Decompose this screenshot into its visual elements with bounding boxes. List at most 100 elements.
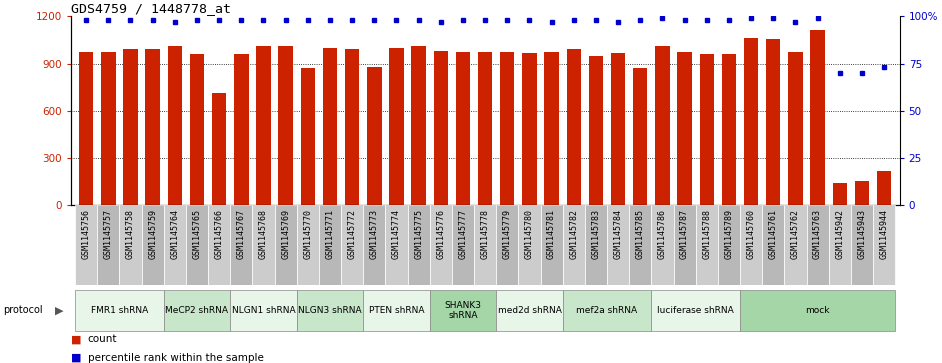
Bar [279,46,293,205]
Bar [452,205,474,285]
Text: NLGN3 shRNA: NLGN3 shRNA [299,306,362,315]
Bar [430,290,496,331]
Bar [788,52,803,205]
Text: GSM1145772: GSM1145772 [348,209,357,259]
Text: NLGN1 shRNA: NLGN1 shRNA [232,306,295,315]
Text: GSM1145759: GSM1145759 [148,209,157,259]
Text: GSM1145770: GSM1145770 [303,209,313,259]
Bar [677,52,691,205]
Text: GSM1145767: GSM1145767 [236,209,246,259]
Bar [740,290,895,331]
Text: luciferase shRNA: luciferase shRNA [658,306,734,315]
Text: GSM1145784: GSM1145784 [613,209,623,259]
Bar [101,52,116,205]
Text: GSM1145774: GSM1145774 [392,209,401,259]
Bar [496,290,562,331]
Text: GSM1145787: GSM1145787 [680,209,690,259]
Text: GSM1145780: GSM1145780 [525,209,534,259]
Bar [274,205,297,285]
Text: GSM1145776: GSM1145776 [436,209,446,259]
Bar [168,46,182,205]
Text: MeCP2 shRNA: MeCP2 shRNA [166,306,229,315]
Bar [297,290,364,331]
Bar [700,54,714,205]
Bar [589,56,603,205]
Bar [75,290,164,331]
Text: SHANK3
shRNA: SHANK3 shRNA [445,301,481,320]
Text: GSM1145779: GSM1145779 [503,209,512,259]
Bar [522,53,537,205]
Bar [877,171,891,205]
Bar [297,205,319,285]
Bar [607,205,629,285]
Bar [385,205,408,285]
Bar [474,205,496,285]
Text: GSM1145782: GSM1145782 [569,209,578,259]
Text: mock: mock [805,306,830,315]
Bar [722,54,736,205]
Bar [235,54,249,205]
Bar [851,205,873,285]
Bar [785,205,806,285]
Bar [412,46,426,205]
Bar [367,67,382,205]
Bar [430,205,452,285]
Text: GSM1145773: GSM1145773 [370,209,379,259]
Bar [256,46,270,205]
Text: PTEN shRNA: PTEN shRNA [368,306,424,315]
Bar [364,205,385,285]
Bar [496,205,518,285]
Bar [873,205,895,285]
Bar [230,290,297,331]
Bar [585,205,607,285]
Text: count: count [88,334,117,344]
Text: GSM1145789: GSM1145789 [724,209,734,259]
Bar [456,52,470,205]
Bar [833,183,847,205]
Text: GSM1145769: GSM1145769 [281,209,290,259]
Text: GSM1145786: GSM1145786 [658,209,667,259]
Bar [79,52,93,205]
Text: med2d shRNA: med2d shRNA [497,306,561,315]
Text: GSM1145765: GSM1145765 [192,209,202,259]
Bar [500,52,514,205]
Bar [300,68,315,205]
Bar [674,205,696,285]
Text: GSM1145760: GSM1145760 [747,209,755,259]
Text: GSM1145763: GSM1145763 [813,209,822,259]
Bar [230,205,252,285]
Bar [766,39,781,205]
Bar [120,205,141,285]
Bar [740,205,762,285]
Bar [75,205,97,285]
Text: GSM1145788: GSM1145788 [703,209,711,259]
Bar [611,53,625,205]
Text: ■: ■ [71,352,81,363]
Bar [651,205,674,285]
Text: percentile rank within the sample: percentile rank within the sample [88,352,264,363]
Bar [189,54,204,205]
Bar [696,205,718,285]
Text: GSM1145942: GSM1145942 [836,209,844,259]
Bar [718,205,740,285]
Bar [123,49,138,205]
Text: GSM1145756: GSM1145756 [82,209,90,259]
Text: GSM1145783: GSM1145783 [592,209,600,259]
Bar [829,205,851,285]
Text: GSM1145778: GSM1145778 [480,209,490,259]
Text: GSM1145758: GSM1145758 [126,209,135,259]
Bar [364,290,430,331]
Bar [562,205,585,285]
Bar [408,205,430,285]
Bar [566,49,581,205]
Bar [345,49,359,205]
Bar [541,205,562,285]
Bar [208,205,230,285]
Bar [544,52,559,205]
Text: ■: ■ [71,334,81,344]
Bar [341,205,364,285]
Text: ▶: ▶ [55,305,64,315]
Text: mef2a shRNA: mef2a shRNA [577,306,638,315]
Text: GSM1145766: GSM1145766 [215,209,223,259]
Bar [212,93,226,205]
